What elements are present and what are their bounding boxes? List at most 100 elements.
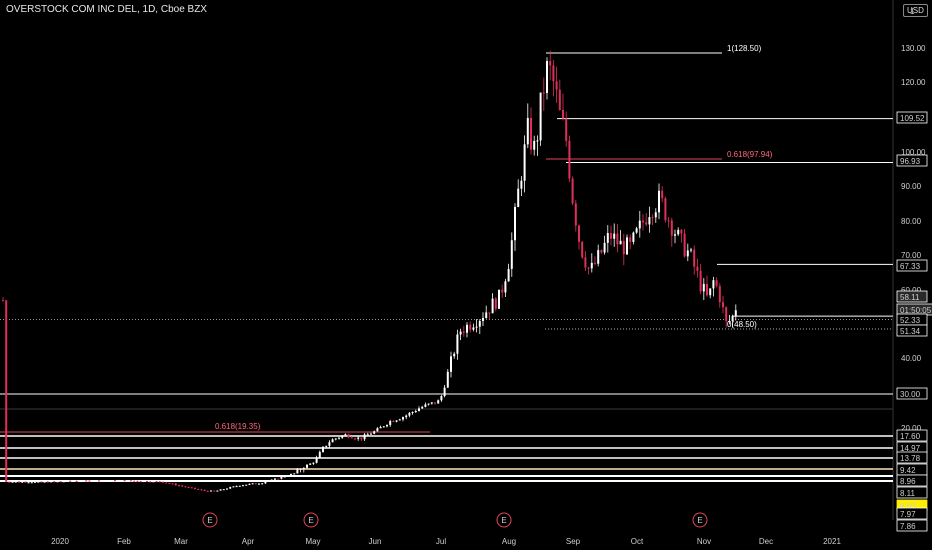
candle-body xyxy=(286,475,289,477)
candle-body xyxy=(411,411,414,413)
price-tag xyxy=(896,486,928,499)
candle-body xyxy=(69,480,72,482)
candle-body xyxy=(632,232,635,243)
candle-body xyxy=(549,61,552,66)
candle-body xyxy=(725,307,728,322)
price-tag xyxy=(896,451,928,464)
candle-body xyxy=(510,240,513,269)
earnings-marker xyxy=(692,512,708,528)
candle-body xyxy=(136,480,139,482)
candle-body xyxy=(466,324,468,333)
candle-body xyxy=(232,486,235,488)
candle-body xyxy=(82,480,84,482)
candle-body xyxy=(110,480,113,482)
candle-body xyxy=(629,237,632,243)
candle-body xyxy=(622,240,625,255)
candle-body xyxy=(421,406,424,409)
candle-body xyxy=(270,479,273,481)
price-tag-label: 51.34 xyxy=(900,327,921,336)
candle-body xyxy=(18,481,20,483)
x-tick-label: Feb xyxy=(117,537,131,546)
candle-body xyxy=(664,198,667,221)
candle-body xyxy=(238,485,241,487)
candle-body xyxy=(363,434,366,440)
candle-body xyxy=(328,442,331,446)
candle-body xyxy=(603,242,606,253)
price-tag-label: 8.96 xyxy=(900,477,916,486)
candle-body xyxy=(197,488,200,490)
x-tick-label: 2020 xyxy=(51,537,69,546)
candle-body xyxy=(456,334,459,354)
candle-body xyxy=(488,312,491,314)
candle-body xyxy=(635,228,638,233)
candle-body xyxy=(8,481,11,483)
candle-body xyxy=(402,417,404,420)
candle-body xyxy=(85,480,88,482)
candle-body xyxy=(533,140,536,150)
candle-body xyxy=(171,483,174,485)
candle-body xyxy=(66,480,68,482)
candle-body xyxy=(357,437,360,439)
price-tag-label: 52.33 xyxy=(900,316,921,325)
x-tick-label: Apr xyxy=(242,537,255,546)
candle-body xyxy=(578,225,580,242)
candle-body xyxy=(574,203,577,226)
price-tag-label: 96.93 xyxy=(900,157,921,166)
price-tag xyxy=(896,429,928,442)
candle-body xyxy=(261,483,264,485)
x-tick-label: Jul xyxy=(436,537,446,546)
candle-body xyxy=(194,487,196,489)
candle-body xyxy=(274,478,276,480)
candle-body xyxy=(498,289,500,309)
candle-body xyxy=(325,445,328,447)
candle-body xyxy=(555,81,558,90)
candle-body xyxy=(27,482,30,484)
candle-body xyxy=(37,481,40,483)
candle-body xyxy=(309,463,312,465)
candle-body xyxy=(280,476,283,479)
candle-body xyxy=(120,480,123,482)
price-tag-label: 8.00 xyxy=(900,502,916,511)
candle-body xyxy=(581,241,584,258)
x-tick-label: Nov xyxy=(697,537,711,546)
currency-button[interactable]: USD xyxy=(903,4,928,17)
candle-body xyxy=(277,478,280,480)
price-tag-label: 109.52 xyxy=(900,114,925,123)
candle-body xyxy=(296,468,299,474)
candle-body xyxy=(168,482,171,484)
candle-body xyxy=(142,481,145,483)
candle-body xyxy=(40,481,43,483)
candle-body xyxy=(315,458,318,463)
candle-body xyxy=(424,404,427,407)
candle-body xyxy=(258,483,260,485)
candle-body xyxy=(149,481,152,483)
candle-body xyxy=(610,233,612,239)
candle-body xyxy=(709,288,712,296)
candle-body xyxy=(587,267,590,269)
candle-body xyxy=(251,483,254,485)
fib-label: 0(48.50) xyxy=(727,320,757,329)
candle-body xyxy=(322,446,324,452)
candle-body xyxy=(107,480,110,482)
candle-body xyxy=(130,480,132,482)
price-tag xyxy=(896,290,928,303)
candle-body xyxy=(696,266,699,271)
candle-body xyxy=(139,481,142,483)
fib-label: 0.618(97.94) xyxy=(727,150,773,159)
candle-body xyxy=(254,483,257,485)
candle-body xyxy=(43,481,46,483)
price-tag xyxy=(896,111,928,124)
candle-body xyxy=(181,485,184,487)
candle-body xyxy=(178,485,180,487)
candle-body xyxy=(491,298,494,314)
x-tick-label: 2021 xyxy=(823,537,841,546)
x-tick-label: Aug xyxy=(502,537,516,546)
earnings-marker-label: E xyxy=(308,516,313,525)
price-tag-label: 01:50:05 xyxy=(900,306,932,315)
candle-body xyxy=(626,237,628,255)
candle-body xyxy=(706,283,708,296)
candle-body xyxy=(46,481,49,483)
candle-body xyxy=(5,300,8,482)
price-tag-label: 13.78 xyxy=(900,454,921,463)
